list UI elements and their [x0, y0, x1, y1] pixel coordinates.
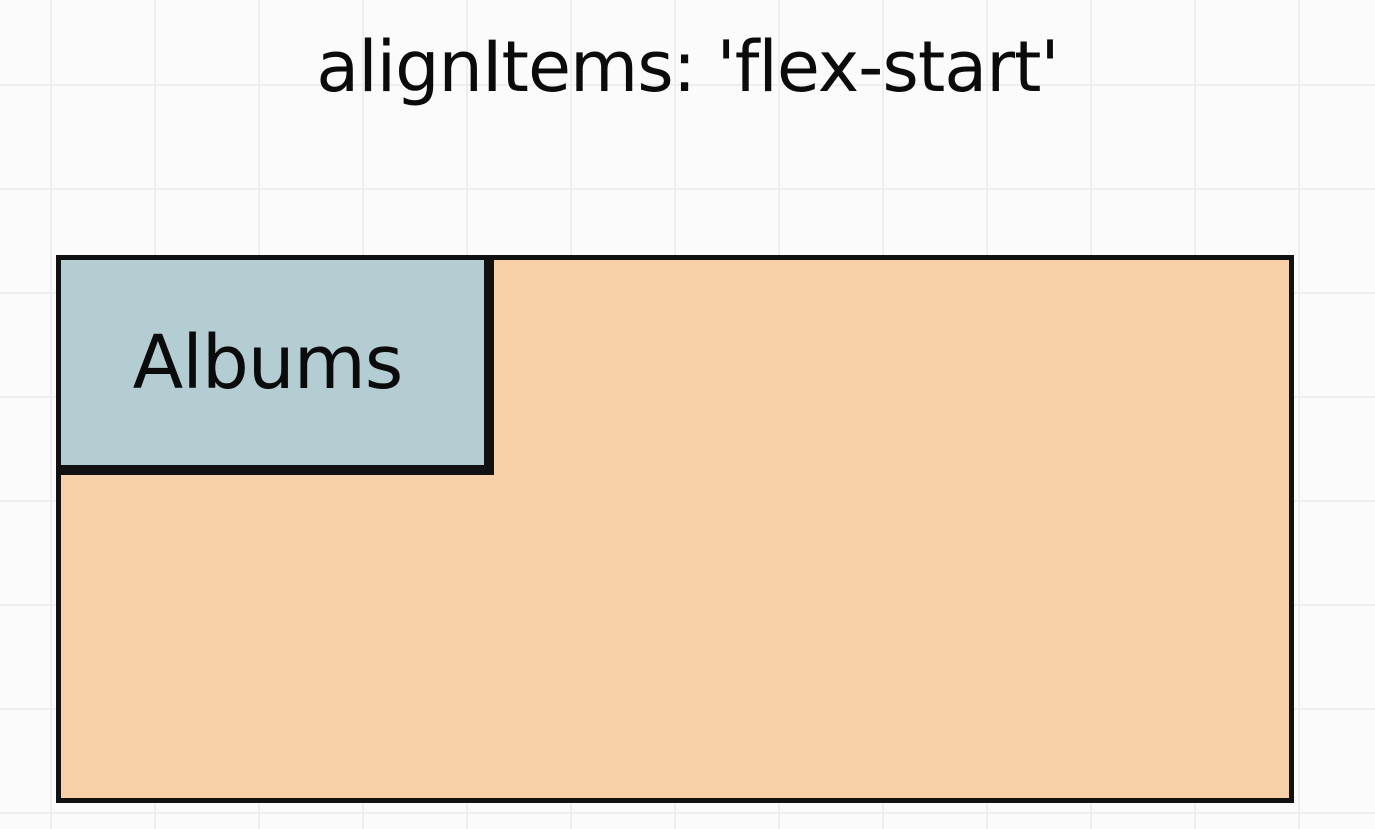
- albums-label: Albums: [132, 319, 404, 406]
- albums-box: Albums: [61, 260, 494, 475]
- flex-container: Albums: [56, 255, 1294, 803]
- diagram-title: alignItems: 'flex-start': [316, 26, 1059, 108]
